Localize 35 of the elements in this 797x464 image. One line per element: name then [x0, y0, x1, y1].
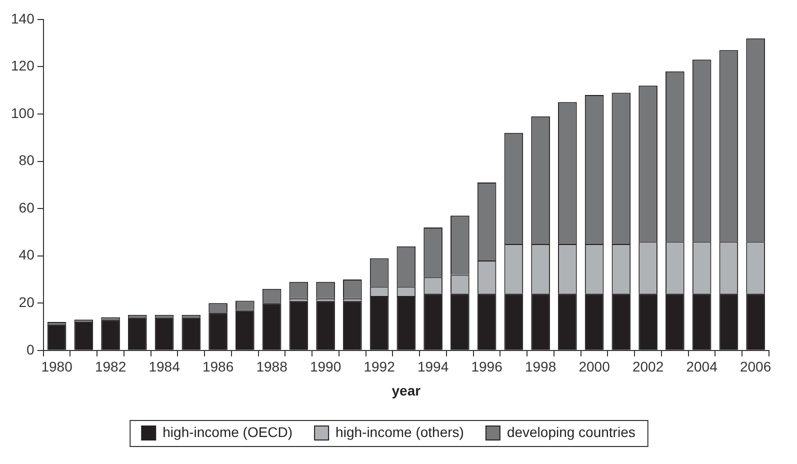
x-tick-label: 1996	[471, 358, 503, 375]
bar	[47, 324, 66, 350]
y-tick-label: 140	[11, 10, 35, 26]
y-tick-label: 40	[18, 246, 35, 263]
y-tick-label: 120	[11, 58, 35, 74]
x-tick-label: 1990	[310, 358, 342, 375]
bar	[154, 317, 174, 350]
bar	[289, 300, 308, 350]
y-tick-label: 60	[18, 199, 35, 216]
x-tick-label: 1998	[524, 358, 556, 375]
x-tick-label: 1988	[256, 358, 288, 375]
bar	[101, 320, 120, 350]
bar	[182, 317, 201, 350]
legend-label: high-income (others)	[336, 424, 464, 440]
x-tick-label: 1992	[364, 358, 396, 375]
legend-label: high-income (OECD)	[162, 424, 293, 440]
x-tick-label: 1994	[417, 358, 449, 375]
x-tick-label: 2006	[740, 358, 772, 375]
x-tick-label: 2004	[686, 358, 718, 375]
x-tick-label: 1982	[94, 358, 126, 375]
x-tick-label: 2000	[578, 358, 610, 375]
x-tick-label: 1984	[148, 358, 180, 375]
x-tick-label: 1980	[41, 358, 73, 375]
x-tick-label: 1986	[202, 358, 234, 375]
bar	[74, 322, 94, 350]
legend-label: developing countries	[506, 424, 636, 440]
bar	[128, 317, 147, 350]
y-tick-label: 20	[18, 294, 35, 310]
x-axis-title: year	[392, 382, 422, 398]
x-tick-label: 2002	[632, 358, 664, 375]
bar	[343, 300, 362, 350]
y-tick-label: 100	[11, 104, 35, 121]
y-tick-label: 80	[18, 152, 35, 168]
bar	[316, 300, 335, 350]
y-tick-label: 0	[26, 341, 35, 358]
